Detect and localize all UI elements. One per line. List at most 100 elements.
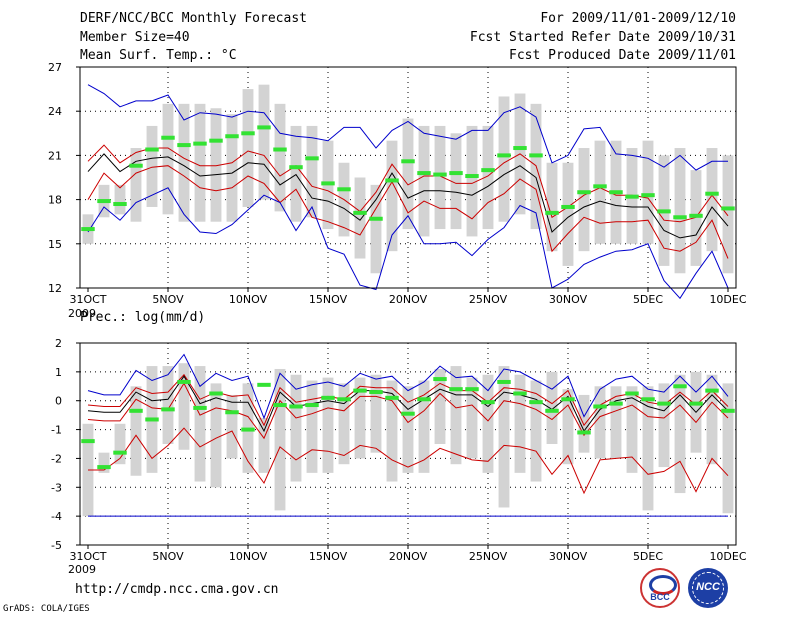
spread-box [434, 125, 446, 230]
spread-box [594, 140, 606, 244]
mean-bar [225, 410, 239, 415]
spread-box [322, 377, 334, 473]
mean-bar [289, 165, 303, 170]
x-tick-label: 5DEC [633, 293, 663, 306]
spread-box [210, 108, 222, 222]
series-line-p25 [87, 382, 729, 440]
mean-bar [481, 168, 495, 173]
y-tick-label: 2 [55, 337, 62, 350]
x-tick-label: 10NOV [229, 550, 268, 563]
spread-box [642, 386, 654, 511]
spread-box [530, 380, 542, 482]
mean-bar [417, 397, 431, 402]
bcc-swirl-icon [649, 575, 677, 595]
mean-bar [433, 377, 447, 382]
mean-bar [449, 387, 463, 392]
spread-box [546, 371, 558, 444]
mean-bar [337, 187, 351, 192]
mean-bar [97, 199, 111, 204]
mean-bar [481, 400, 495, 405]
mean-bar [177, 143, 191, 148]
y-tick-label: 21 [48, 149, 62, 162]
mean-bar [353, 388, 367, 393]
variable-label: Mean Surf. Temp.: °C [80, 48, 237, 63]
y-tick-label: -2 [51, 452, 62, 465]
mean-bar [81, 439, 95, 444]
spread-box [482, 125, 494, 230]
x-tick-label: 20NOV [389, 550, 428, 563]
bcc-logo-icon: BCC [640, 568, 680, 608]
x-tick-label: 31OCT [69, 550, 106, 563]
x-tick-label: 25NOV [469, 550, 508, 563]
spread-box [706, 374, 718, 465]
mean-bar [513, 146, 527, 151]
spread-box [514, 374, 526, 473]
y-tick-label: -3 [51, 481, 62, 494]
spread-box [146, 125, 158, 207]
mean-bar [705, 191, 719, 196]
mean-bar [289, 404, 303, 409]
spread-box [370, 374, 382, 453]
spread-box [690, 170, 702, 266]
spread-box [466, 125, 478, 237]
x-tick-label: 20NOV [389, 293, 428, 306]
spread-box [226, 114, 238, 222]
forecast-start-date: Fcst Started Refer Date 2009/10/31 [469, 30, 736, 45]
mean-bar [625, 391, 639, 396]
y-tick-label: 24 [48, 105, 62, 118]
mean-bar [497, 153, 511, 158]
plot-frame [79, 342, 737, 546]
spread-box [706, 148, 718, 252]
mean-bar [129, 163, 143, 168]
mean-bar [641, 193, 655, 198]
spread-box [162, 366, 174, 444]
spread-box [418, 125, 430, 237]
mean-bar [401, 411, 415, 416]
ncc-globe-icon [692, 572, 724, 604]
y-tick-label: 0 [55, 395, 62, 408]
spread-box [562, 162, 574, 266]
series-line-p75 [87, 373, 729, 427]
mean-bar [257, 125, 271, 130]
mean-bar [673, 215, 687, 220]
mean-bar [241, 427, 255, 432]
spread-box [338, 383, 350, 465]
ncc-logo-icon: NCC [688, 568, 728, 608]
grads-credit: GrADS: COLA/IGES [3, 604, 90, 614]
spread-box [210, 383, 222, 488]
series-line-p25 [87, 165, 729, 259]
ncc-logo-text: NCC [696, 581, 720, 593]
mean-bar [545, 408, 559, 413]
spread-box [162, 103, 174, 215]
x-year-label: 2009 [68, 563, 96, 576]
mean-bar [225, 134, 239, 139]
source-url: http://cmdp.ncc.cma.gov.cn [75, 582, 279, 597]
spread-box [194, 366, 206, 482]
mean-bar [529, 400, 543, 405]
spread-box [450, 366, 462, 465]
mean-bar [369, 216, 383, 221]
x-tick-label: 30NOV [549, 293, 588, 306]
mean-bar [689, 401, 703, 406]
spread-box [258, 418, 270, 473]
mean-bar [385, 178, 399, 183]
mean-bar [513, 391, 527, 396]
spread-box [562, 389, 574, 465]
mean-bar [305, 403, 319, 408]
series-line-median [87, 375, 729, 433]
y-tick-label: 1 [55, 366, 62, 379]
spread-box [130, 386, 142, 476]
y-tick-label: 27 [48, 61, 62, 74]
mean-bar [193, 141, 207, 146]
x-year-label: 2009 [68, 307, 96, 320]
spread-box [354, 377, 366, 459]
x-tick-label: 5NOV [152, 550, 184, 563]
chart-title: DERF/NCC/BCC Monthly Forecast [80, 11, 307, 26]
spread-box [98, 452, 110, 473]
x-tick-label: 10NOV [229, 293, 268, 306]
mean-bar [417, 171, 431, 176]
mean-bar [129, 408, 143, 413]
spread-box [274, 103, 286, 212]
mean-bar [577, 430, 591, 435]
